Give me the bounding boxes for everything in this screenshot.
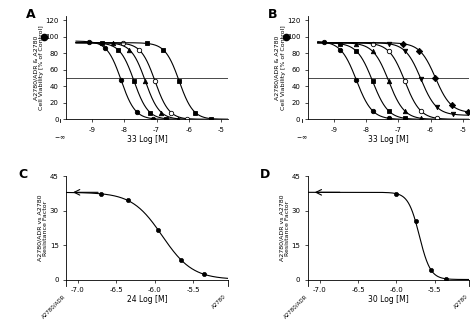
Text: B: B bbox=[268, 8, 277, 21]
Y-axis label: A2780/ADR & A2780
Cell Viability [% of Control]: A2780/ADR & A2780 Cell Viability [% of C… bbox=[33, 25, 44, 110]
Text: A2780/ADR: A2780/ADR bbox=[41, 293, 66, 319]
X-axis label: 33 Log [M]: 33 Log [M] bbox=[127, 135, 167, 144]
Y-axis label: A2780/ADR vs A2780
Resistance Factor: A2780/ADR vs A2780 Resistance Factor bbox=[279, 195, 290, 261]
Text: C: C bbox=[18, 168, 27, 181]
Text: D: D bbox=[260, 168, 270, 181]
Y-axis label: A2780/ADR vs A2780
Resistance Factor: A2780/ADR vs A2780 Resistance Factor bbox=[37, 195, 48, 261]
Text: A2780: A2780 bbox=[453, 293, 469, 309]
Y-axis label: A2780/ADR & A2780
Cell Viability [% of Control]: A2780/ADR & A2780 Cell Viability [% of C… bbox=[275, 25, 285, 110]
Text: A2780: A2780 bbox=[211, 293, 228, 309]
X-axis label: 33 Log [M]: 33 Log [M] bbox=[368, 135, 409, 144]
X-axis label: 24 Log [M]: 24 Log [M] bbox=[127, 294, 167, 304]
Text: $-\infty$: $-\infty$ bbox=[54, 134, 66, 141]
Text: $-\infty$: $-\infty$ bbox=[296, 134, 308, 141]
Text: A: A bbox=[26, 8, 36, 21]
Text: A2780/ADR: A2780/ADR bbox=[283, 293, 308, 319]
X-axis label: 30 Log [M]: 30 Log [M] bbox=[368, 294, 409, 304]
